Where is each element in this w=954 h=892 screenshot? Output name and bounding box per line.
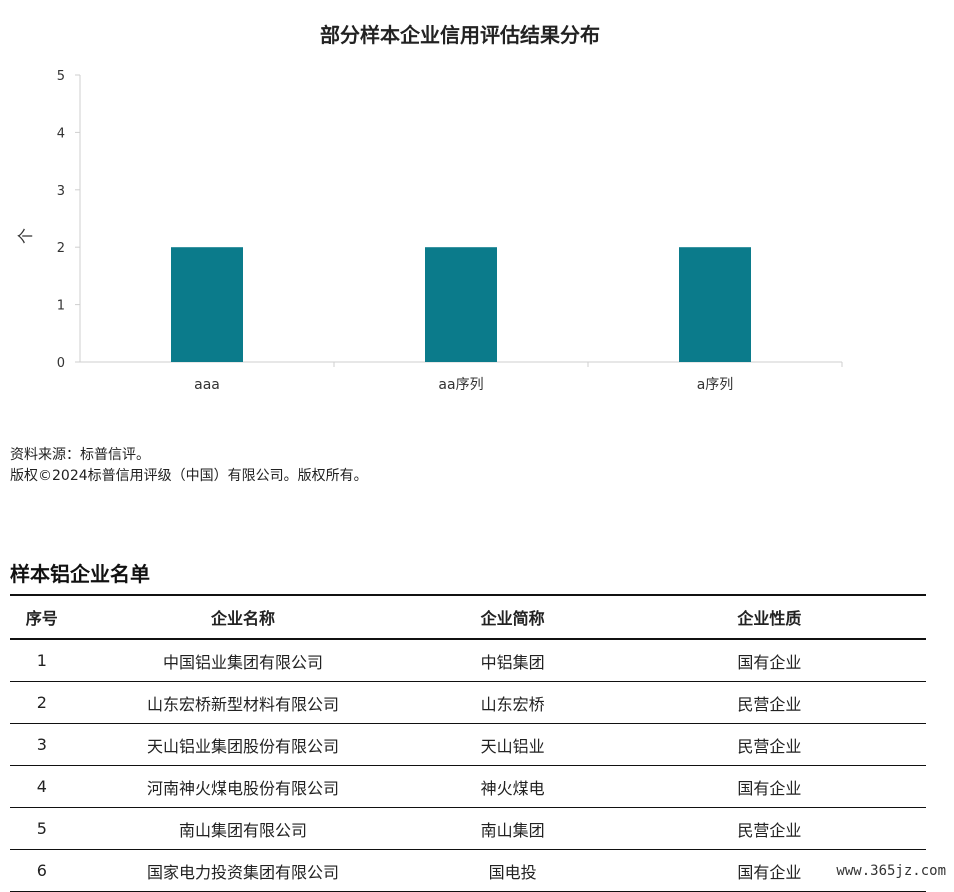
x-tick-label: a序列 [697, 377, 734, 393]
cell-index: 3 [10, 723, 74, 766]
cell-short-name: 神火煤电 [412, 765, 613, 808]
cell-name: 河南神火煤电股份有限公司 [73, 765, 413, 808]
source-note: 资料来源：标普信评。 [10, 447, 150, 463]
table-row: 1 中国铝业集团有限公司 中铝集团 国有企业 [10, 639, 926, 682]
enterprise-table: 序号 企业名称 企业简称 企业性质 1 中国铝业集团有限公司 中铝集团 国有企业… [10, 594, 926, 892]
cell-short-name: 国电投 [412, 849, 613, 892]
header-name: 企业名称 [73, 594, 413, 640]
y-tick-label: 1 [57, 299, 65, 314]
cell-name: 南山集团有限公司 [73, 807, 413, 850]
y-axis-ticks: 0 1 2 3 4 5 [57, 69, 80, 371]
y-tick-label: 4 [57, 126, 65, 141]
table-row: 4 河南神火煤电股份有限公司 神火煤电 国有企业 [10, 765, 926, 808]
bar-chart: 部分样本企业信用评估结果分布 个 0 1 2 3 4 5 aaa aa序列 a序列 [16, 23, 843, 393]
header-short-name: 企业简称 [412, 594, 613, 640]
cell-short-name: 天山铝业 [412, 723, 613, 766]
x-tick-label: aa序列 [438, 377, 483, 393]
y-tick-label: 0 [57, 356, 65, 371]
table-row: 6 国家电力投资集团有限公司 国电投 国有企业 [10, 849, 926, 892]
cell-nature: 国有企业 [612, 765, 926, 808]
chart-notes: 资料来源：标普信评。 版权©2024标普信用评级（中国）有限公司。版权所有。 [10, 445, 368, 487]
bar-series [171, 247, 751, 362]
cell-name: 中国铝业集团有限公司 [73, 639, 413, 682]
cell-short-name: 中铝集团 [412, 639, 613, 682]
y-axis-label: 个 [16, 228, 35, 244]
cell-index: 2 [10, 681, 74, 724]
y-tick-label: 5 [57, 69, 65, 84]
bar [425, 247, 497, 362]
x-tick-label: aaa [194, 377, 220, 393]
table-header-row: 序号 企业名称 企业简称 企业性质 [10, 594, 926, 640]
watermark: www.365jz.com [836, 863, 946, 879]
cell-index: 1 [10, 639, 74, 682]
table-row: 2 山东宏桥新型材料有限公司 山东宏桥 民营企业 [10, 681, 926, 724]
cell-nature: 民营企业 [612, 807, 926, 850]
cell-name: 天山铝业集团股份有限公司 [73, 723, 413, 766]
cell-index: 4 [10, 765, 74, 808]
cell-index: 5 [10, 807, 74, 850]
y-tick-label: 3 [57, 184, 65, 199]
cell-name: 山东宏桥新型材料有限公司 [73, 681, 413, 724]
bar [679, 247, 751, 362]
cell-name: 国家电力投资集团有限公司 [73, 849, 413, 892]
x-axis-labels: aaa aa序列 a序列 [194, 377, 733, 393]
y-tick-label: 2 [57, 241, 65, 256]
copyright-note: 版权©2024标普信用评级（中国）有限公司。版权所有。 [10, 468, 368, 484]
bar [171, 247, 243, 362]
table-row: 5 南山集团有限公司 南山集团 民营企业 [10, 807, 926, 850]
cell-short-name: 山东宏桥 [412, 681, 613, 724]
cell-nature: 国有企业 [612, 639, 926, 682]
chart-title: 部分样本企业信用评估结果分布 [320, 23, 600, 47]
cell-index: 6 [10, 849, 74, 892]
cell-nature: 民营企业 [612, 723, 926, 766]
cell-short-name: 南山集团 [412, 807, 613, 850]
table-row: 3 天山铝业集团股份有限公司 天山铝业 民营企业 [10, 723, 926, 766]
header-nature: 企业性质 [612, 594, 926, 640]
cell-nature: 民营企业 [612, 681, 926, 724]
header-index: 序号 [10, 594, 74, 640]
table-title: 样本铝企业名单 [10, 562, 150, 586]
